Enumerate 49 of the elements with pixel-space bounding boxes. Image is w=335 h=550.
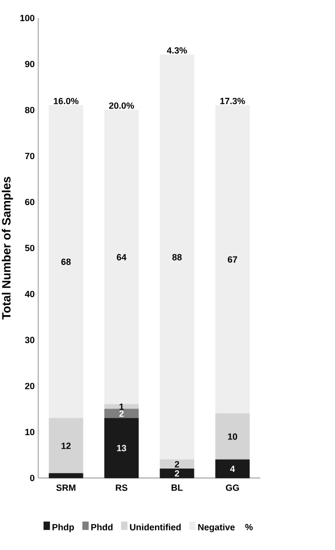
x-tick-label: SRM	[56, 484, 76, 491]
bar	[160, 468, 194, 478]
legend-label: Negative	[198, 524, 235, 532]
bar	[104, 408, 139, 418]
bar	[215, 459, 250, 478]
bar	[104, 110, 139, 405]
annotation: 16.0%	[54, 98, 78, 104]
y-tick-label: 40	[24, 290, 34, 298]
bar	[48, 473, 84, 478]
annotation: 20.0%	[109, 102, 134, 109]
y-tick-label: 10	[25, 428, 34, 436]
legend-label: Phdp	[52, 524, 74, 532]
x-tick-label: RS	[116, 484, 128, 491]
x-tick-label: BL	[172, 484, 183, 491]
data-label: 1	[120, 404, 124, 410]
data-label: 2	[119, 410, 124, 417]
data-label: 88	[172, 254, 182, 260]
data-label: 2	[174, 470, 180, 477]
bar	[48, 418, 84, 474]
bar	[104, 418, 139, 478]
y-tick-label: 70	[25, 152, 34, 160]
data-label: 67	[228, 256, 238, 263]
y-tick-label: 50	[25, 244, 34, 252]
text: %	[245, 524, 253, 530]
legend-label: Unidentified	[130, 524, 181, 530]
data-label: 12	[62, 442, 71, 449]
y-tick-label: 90	[25, 60, 34, 68]
y-tick-label: 80	[25, 106, 34, 114]
y-axis-title: Total Number of Samples	[2, 176, 13, 320]
y-tick-label: 100	[20, 14, 34, 22]
x-tick-label: GG	[226, 484, 239, 491]
annotation: 4.3%	[166, 47, 187, 54]
data-label: 68	[61, 258, 71, 265]
bar	[160, 54, 194, 460]
bar	[215, 413, 250, 460]
bar	[160, 459, 194, 469]
data-label: 2	[174, 461, 180, 468]
y-tick-label: 20	[25, 382, 34, 390]
bar	[48, 105, 84, 418]
y-tick-label: 0	[30, 474, 34, 482]
data-label: 10	[228, 433, 238, 440]
y-tick-label: 60	[25, 198, 34, 206]
data-label: 4	[230, 466, 235, 472]
bar	[215, 105, 250, 414]
legend-label: Phdd	[91, 524, 113, 530]
annotation: 17.3%	[220, 98, 245, 104]
data-label: 64	[116, 254, 126, 260]
data-label: 13	[117, 444, 126, 452]
y-tick-label: 30	[24, 336, 34, 344]
